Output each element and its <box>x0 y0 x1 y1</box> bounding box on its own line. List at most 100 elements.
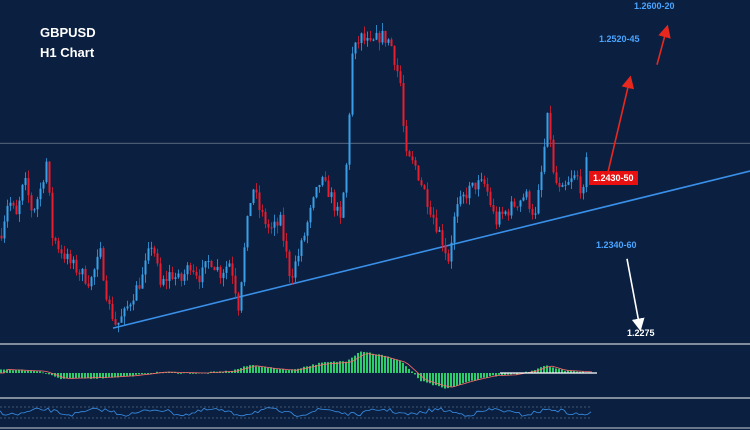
macd-bar <box>363 352 365 373</box>
candle-body <box>477 180 480 190</box>
macd-bar <box>582 371 584 373</box>
candle-body <box>501 211 504 214</box>
macd-bar <box>90 373 92 379</box>
macd-bar <box>231 370 233 373</box>
macd-bar <box>318 362 320 373</box>
candle-body <box>36 199 39 210</box>
candle-body <box>291 276 294 278</box>
candle-body <box>30 195 33 211</box>
candle-body <box>225 266 228 273</box>
macd-bar <box>303 366 305 373</box>
candle-body <box>21 184 24 201</box>
candle-body <box>24 178 27 185</box>
candle-body <box>150 247 153 249</box>
candle-body <box>198 275 201 283</box>
candle-body <box>579 176 582 194</box>
candle-body <box>504 211 507 214</box>
candle-body <box>354 42 357 54</box>
trendline-layer <box>112 170 750 329</box>
macd-bar <box>438 373 440 387</box>
candle-body <box>39 188 42 200</box>
macd-bar <box>48 373 50 375</box>
macd-bar <box>426 373 428 383</box>
candle-body <box>174 277 177 279</box>
candle-body <box>351 53 354 115</box>
candle-body <box>429 207 432 215</box>
macd-bar <box>228 371 230 373</box>
macd-bar <box>306 366 308 373</box>
candle-body <box>564 184 567 186</box>
candle-body <box>0 235 3 239</box>
macd-bar <box>279 368 281 373</box>
macd-bar <box>405 366 407 373</box>
candle-body <box>222 272 225 279</box>
macd-bar <box>243 366 245 373</box>
macd-bar <box>453 373 455 387</box>
candle-body <box>237 293 240 311</box>
candle-body <box>69 253 72 264</box>
macd-bar <box>18 369 20 373</box>
macd-bar <box>399 360 401 373</box>
macd-bar <box>30 370 32 373</box>
macd-bar <box>477 373 479 380</box>
candle-body <box>66 253 69 260</box>
candle-body <box>189 265 192 271</box>
candle-body <box>258 192 261 211</box>
candle-body <box>396 64 399 72</box>
candle-body <box>207 261 210 263</box>
candle-body <box>270 227 273 229</box>
macd-bar <box>63 373 65 379</box>
candle-body <box>126 306 129 309</box>
candle-body <box>147 248 150 261</box>
candle-body <box>63 253 66 260</box>
candle-body <box>156 253 159 264</box>
macd-bar <box>324 362 326 373</box>
up-projection-arrow <box>604 75 635 186</box>
candle-body <box>453 216 456 243</box>
macd-bar <box>96 373 98 379</box>
candle-body <box>528 191 531 209</box>
macd-bar <box>147 373 149 375</box>
candle-body <box>231 263 234 276</box>
candle-body <box>33 209 36 211</box>
macd-bar <box>429 373 431 384</box>
macd-bar <box>33 370 35 373</box>
candle-body <box>387 39 390 43</box>
macd-bar <box>411 371 413 373</box>
candle-body <box>459 196 462 205</box>
macd-bar <box>483 373 485 378</box>
macd-bar <box>81 373 83 379</box>
macd-bar <box>207 373 209 374</box>
oscillator-line <box>0 407 592 417</box>
candle-body <box>534 213 537 215</box>
candle-body <box>468 185 471 199</box>
macd-signal-line <box>0 353 593 388</box>
macd-bar <box>516 373 518 375</box>
candle-body <box>246 216 249 248</box>
candle-body <box>474 182 477 190</box>
candle-body <box>51 192 54 239</box>
macd-bar <box>84 373 86 379</box>
candle-body <box>390 39 393 47</box>
candle-body <box>339 206 342 218</box>
candle-body <box>252 189 255 204</box>
candle-body <box>60 249 63 254</box>
macd-bar <box>105 373 107 379</box>
candle-body <box>414 160 417 166</box>
candle-body <box>315 186 318 198</box>
candle-body <box>18 200 21 215</box>
candle-body <box>576 175 579 177</box>
macd-bar <box>246 366 248 373</box>
candle-body <box>111 304 114 320</box>
candle-body <box>435 217 438 232</box>
candle-body <box>420 180 423 186</box>
candle-body <box>378 32 381 43</box>
macd-bar <box>462 373 464 384</box>
candle-body <box>531 208 534 215</box>
candle-body <box>159 263 162 285</box>
oscillator-panel <box>0 406 592 419</box>
macd-bar <box>87 373 89 379</box>
candle-body <box>399 71 402 84</box>
macd-bar <box>573 370 575 373</box>
candle-body <box>402 83 405 126</box>
